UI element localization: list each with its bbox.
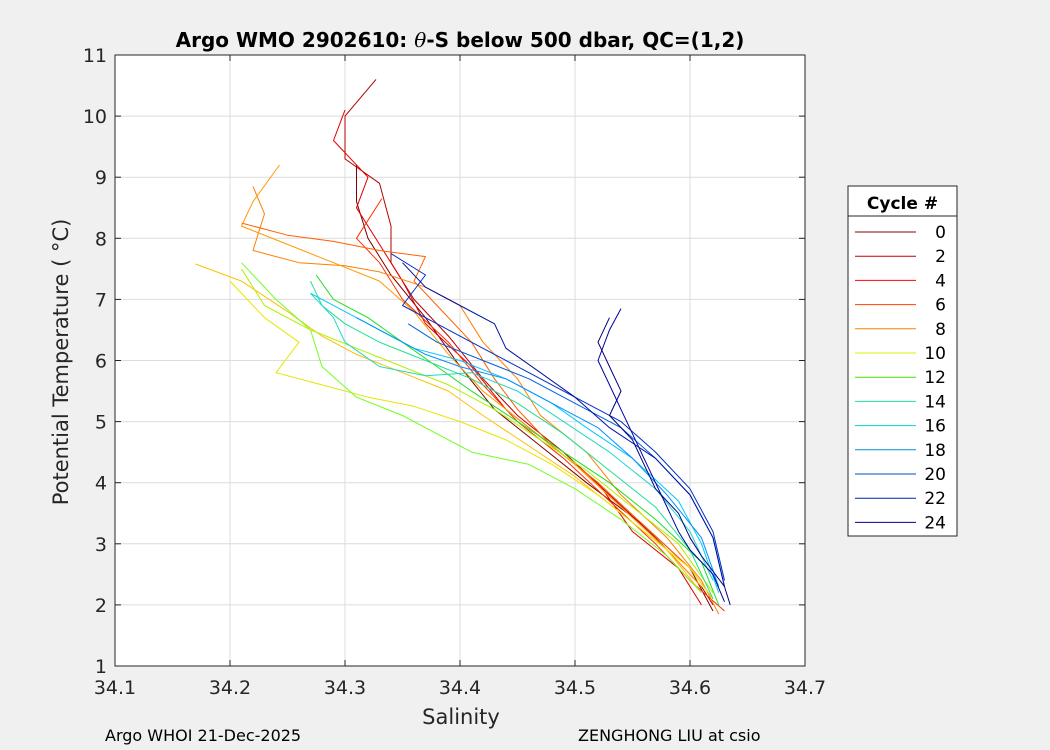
x-axis-label: Salinity <box>422 705 500 729</box>
x-tick-label: 34.2 <box>209 677 251 699</box>
legend-title: Cycle # <box>867 194 938 214</box>
legend-label: 12 <box>924 368 946 388</box>
chart-title: Argo WMO 2902610: θ-S below 500 dbar, QC… <box>176 28 745 52</box>
y-tick-label: 1 <box>95 656 107 678</box>
y-tick-label: 5 <box>95 412 107 434</box>
series-line-cycle-16 <box>229 280 714 600</box>
x-tick-label: 34.3 <box>324 677 366 699</box>
legend-label: 0 <box>935 223 946 243</box>
y-tick-label: 2 <box>95 595 107 617</box>
legend-label: 24 <box>924 513 946 533</box>
series-line-cycle-34 <box>390 253 725 581</box>
title-theta: θ <box>414 28 426 52</box>
legend-label: 18 <box>924 441 946 461</box>
series-line-cycle-36 <box>402 262 725 587</box>
series-line-cycle-12 <box>241 164 702 587</box>
y-tick-label: 6 <box>95 351 107 373</box>
title-prefix: Argo WMO 2902610: <box>176 28 415 52</box>
series-line-cycle-22 <box>315 274 720 606</box>
legend-label: 4 <box>935 271 946 291</box>
title-suffix: -S below 500 dbar, QC=(1,2) <box>426 28 744 52</box>
series-line-cycle-38 <box>597 308 725 602</box>
legend-label: 22 <box>924 489 946 509</box>
y-tick-label: 9 <box>95 167 107 189</box>
legend-label: 8 <box>935 320 946 340</box>
legend-label: 2 <box>935 247 946 267</box>
x-tick-label: 34.4 <box>439 677 481 699</box>
legend-label: 10 <box>924 344 946 364</box>
legend-label: 20 <box>924 465 946 485</box>
x-tick-label: 34.5 <box>554 677 596 699</box>
x-tick-label: 34.6 <box>669 677 711 699</box>
legend-label: 6 <box>935 296 946 316</box>
y-tick-label: 8 <box>95 228 107 250</box>
y-tick-label: 11 <box>83 45 107 67</box>
x-tick-label: 34.7 <box>784 677 826 699</box>
series-line-cycle-24 <box>310 280 714 600</box>
series-line-cycle-40 <box>597 317 731 606</box>
y-tick-label: 10 <box>83 106 107 128</box>
x-tick-label: 34.1 <box>94 677 136 699</box>
series-line-cycle-18 <box>241 268 714 593</box>
axis-ticks: 34.1 34.2 34.3 34.4 34.5 34.6 34.7 1 2 3 4 5 6 7 8 9 10 1… <box>83 45 826 699</box>
y-tick-label: 4 <box>95 473 107 495</box>
legend-label: 16 <box>924 417 946 437</box>
footer-source: Argo WHOI 21-Dec-2025 <box>105 726 302 745</box>
y-tick-label: 3 <box>95 534 107 556</box>
series-line-cycle-30 <box>356 317 720 587</box>
series-line-cycle-6 <box>356 198 725 612</box>
y-tick-label: 7 <box>95 289 107 311</box>
series-line-cycle-20 <box>241 262 702 594</box>
y-axis-label: Potential Temperature ( °C) <box>49 219 73 506</box>
series-line-cycle-2 <box>344 79 714 606</box>
legend-label: 14 <box>924 392 946 412</box>
legend-box <box>847 185 958 537</box>
series-layer <box>195 79 731 615</box>
footer-credit: ZENGHONG LIU at csio <box>578 726 761 745</box>
